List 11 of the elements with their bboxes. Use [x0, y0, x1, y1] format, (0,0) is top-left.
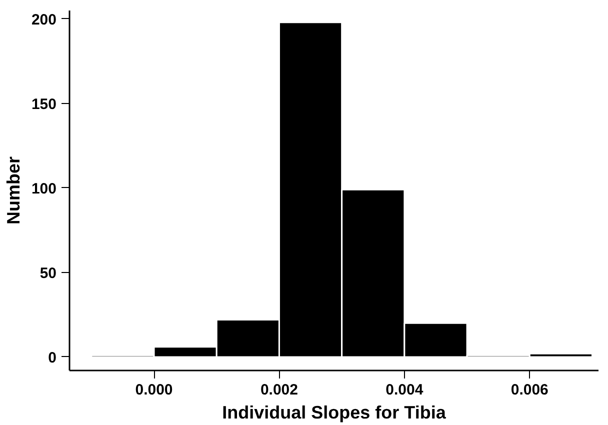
- y-tick-label: 50: [40, 264, 57, 282]
- y-axis-title: Number: [3, 156, 24, 225]
- y-tick-label: 100: [31, 180, 57, 198]
- x-tick-label: 0.006: [510, 382, 548, 398]
- x-tick-label: 0.004: [386, 382, 424, 398]
- y-tick-label: 200: [31, 11, 57, 28]
- y-tick-label: 150: [31, 96, 57, 113]
- x-tick-label: 0.000: [135, 382, 173, 398]
- y-tick-label: 0: [48, 349, 56, 366]
- x-tick-label: 0.002: [260, 382, 298, 398]
- x-axis-title: Individual Slopes for Tibia: [222, 402, 447, 422]
